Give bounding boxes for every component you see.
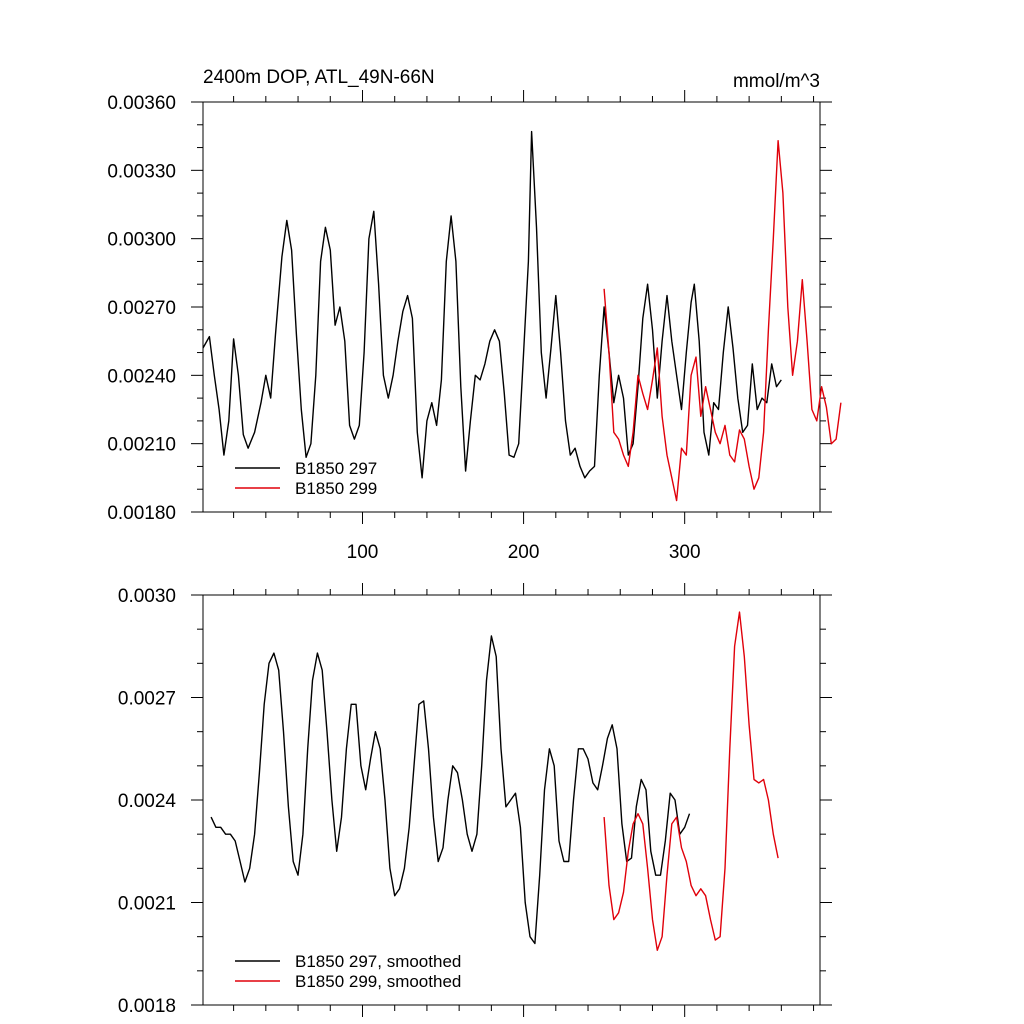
top-plot-frame: [202, 101, 821, 513]
series-line-1: [210, 635, 691, 945]
series-line-2: [603, 611, 779, 951]
x-tick-label: 100: [347, 542, 379, 563]
legend-label-2: B1850 299: [295, 479, 377, 498]
y-tick-label: 0.00300: [107, 230, 176, 251]
legend-label-2: B1850 299, smoothed: [295, 972, 461, 991]
series-line-2: [603, 140, 842, 502]
x-tick-label: 200: [508, 542, 540, 563]
bottom-series-group: [210, 611, 779, 951]
y-tick-label: 0.00210: [107, 435, 176, 456]
top-chart-panel: 2400m DOP, ATL_49N-66N mmol/m^3 0.001800…: [107, 67, 842, 563]
y-tick-label: 0.00240: [107, 366, 176, 387]
y-tick-label: 0.00330: [107, 161, 176, 182]
top-chart-title: 2400m DOP, ATL_49N-66N: [203, 67, 435, 88]
legend-label-1: B1850 297, smoothed: [295, 952, 461, 971]
x-tick-label: 300: [669, 542, 701, 563]
legend-label-1: B1850 297: [295, 459, 377, 478]
bottom-axis-ticks: 0.0018 0.0021 0.0024 0.0027 0.0030: [118, 583, 832, 1017]
top-series-group: [202, 130, 842, 502]
y-tick-label: 0.00180: [107, 503, 176, 524]
y-tick-label: 0.00270: [107, 298, 176, 319]
y-tick-label: 0.0027: [118, 689, 176, 710]
y-tick-label: 0.0018: [118, 996, 176, 1017]
y-tick-label: 0.0024: [118, 791, 177, 812]
y-tick-label: 0.00360: [107, 93, 176, 114]
top-axis-ticks: 0.00180 0.00210 0.00240 0.00270 0.00300 0.003…: [107, 90, 832, 563]
series-line-1: [202, 130, 782, 479]
y-tick-label: 0.0030: [118, 586, 176, 607]
y-tick-label: 0.0021: [118, 894, 176, 915]
bottom-chart-panel: 0.0018 0.0021 0.0024 0.0027 0.0030 B1850 297…: [118, 583, 832, 1017]
top-chart-units-label: mmol/m^3: [733, 71, 820, 92]
